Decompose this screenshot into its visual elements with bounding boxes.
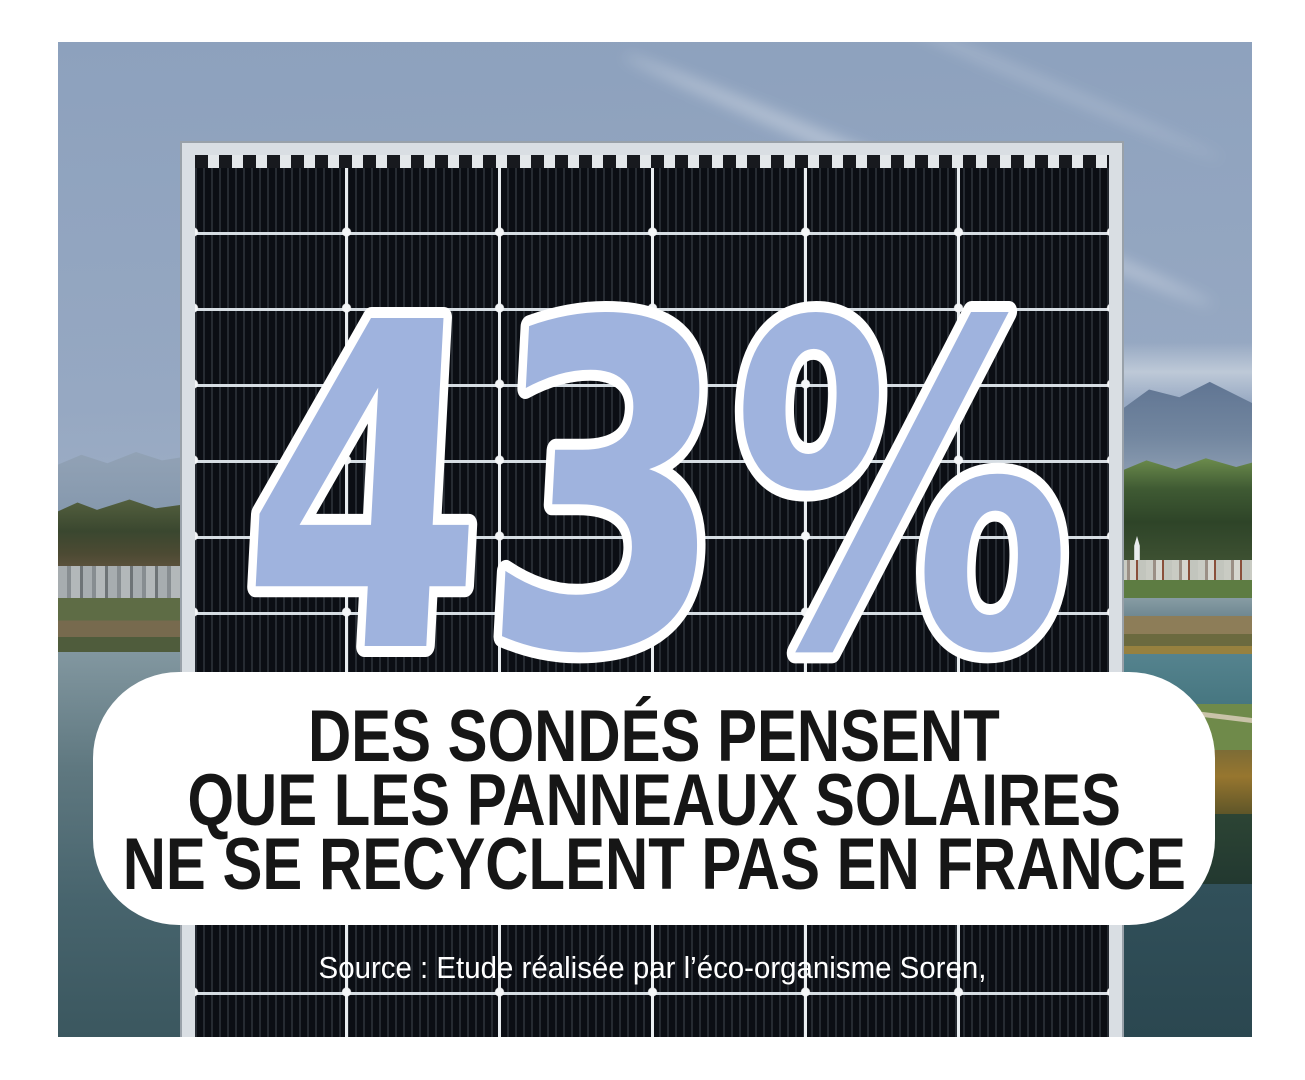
stat-caption-card: DES SONDÉS PENSENT QUE LES PANNEAUX SOLA… xyxy=(93,672,1215,925)
fields xyxy=(58,598,188,654)
solar-panel-busbar xyxy=(195,155,1109,168)
church-spire xyxy=(1134,536,1140,564)
forest-hills xyxy=(1120,458,1252,566)
village-strip xyxy=(1120,560,1252,582)
far-mountains xyxy=(1120,381,1252,474)
caption-line-1: DES SONDÉS PENSENT xyxy=(308,695,1000,777)
source-text: Source : Etude réalisée par l’éco-organi… xyxy=(318,950,987,985)
forest-hills xyxy=(58,499,188,572)
lake-band xyxy=(1120,598,1252,618)
marshland xyxy=(1120,616,1252,656)
town-strip xyxy=(58,566,188,600)
green-field xyxy=(1120,580,1252,598)
caption-line-2: QUE LES PANNEAUX SOLAIRES xyxy=(187,759,1121,841)
horizon-haze xyxy=(1120,342,1252,402)
caption-line-3: NE SE RECYCLENT PAS EN FRANCE xyxy=(122,823,1186,905)
